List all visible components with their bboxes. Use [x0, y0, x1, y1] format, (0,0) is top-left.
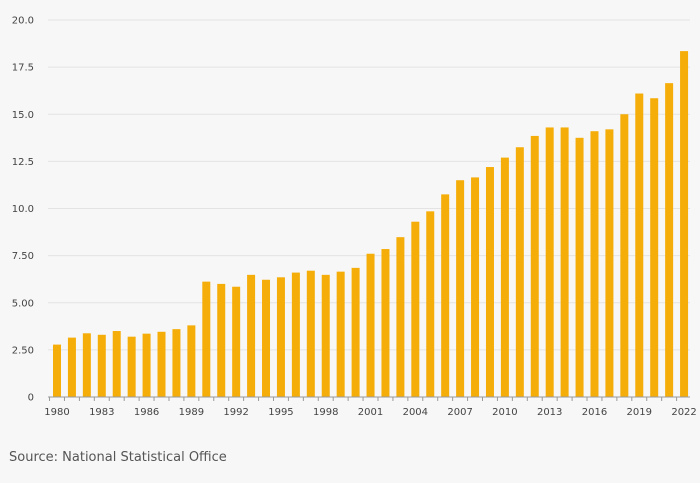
- bar-2012: [530, 135, 539, 398]
- bar-2022: [680, 51, 689, 397]
- bar-2009: [485, 167, 494, 397]
- x-tick-label: 1995: [268, 407, 293, 418]
- bar-2000: [351, 267, 360, 397]
- bar-1981: [67, 337, 76, 397]
- x-tick-label: 2007: [447, 407, 472, 418]
- bar-2014: [560, 127, 569, 397]
- bar-2001: [366, 253, 375, 397]
- source-note: Source: National Statistical Office: [9, 450, 227, 465]
- bar-1986: [142, 333, 151, 397]
- bar-1996: [291, 272, 300, 397]
- bar-1995: [276, 277, 285, 397]
- bar-2003: [396, 237, 405, 397]
- bar-2002: [381, 249, 390, 397]
- bar-2016: [590, 131, 599, 397]
- bar-2018: [620, 114, 629, 397]
- x-tick-label: 1986: [134, 407, 159, 418]
- bar-1983: [97, 334, 106, 397]
- bar-1992: [232, 286, 241, 397]
- x-tick-label: 1989: [179, 407, 204, 418]
- bar-1988: [172, 329, 181, 397]
- y-tick-label: 7.50: [12, 251, 34, 262]
- y-tick-label: 20.0: [12, 16, 34, 27]
- y-tick-label: 12.5: [12, 157, 34, 168]
- bar-2011: [515, 147, 524, 397]
- bar-1982: [82, 333, 91, 397]
- bar-1999: [336, 271, 345, 397]
- x-axis: [48, 396, 690, 401]
- y-tick-label: 17.5: [12, 63, 34, 74]
- x-tick-label: 1998: [313, 407, 338, 418]
- bar-2015: [575, 137, 584, 397]
- bar-2017: [605, 129, 614, 397]
- y-axis-labels: 0 2.50 5.00 7.50 10.0 12.5 15.0 17.5 20.0: [12, 16, 34, 404]
- x-tick-label: 2022: [671, 407, 696, 418]
- bar-1989: [187, 325, 196, 397]
- y-tick-label: 2.50: [12, 345, 34, 356]
- y-tick-label: 10.0: [12, 204, 34, 215]
- x-tick-label: 1992: [223, 407, 248, 418]
- bar-2013: [545, 127, 554, 397]
- x-tick-label: 2016: [582, 407, 607, 418]
- bar-1987: [157, 331, 166, 397]
- bar-1993: [247, 274, 256, 397]
- bar-2019: [635, 93, 644, 397]
- x-tick-label: 2013: [537, 407, 562, 418]
- bar-1994: [262, 279, 271, 397]
- x-tick-label: 2019: [627, 407, 652, 418]
- gridlines: [48, 19, 690, 398]
- bar-2004: [411, 221, 420, 397]
- bars: [53, 51, 689, 398]
- bar-1991: [217, 283, 226, 397]
- bar-1998: [321, 274, 330, 397]
- bar-2006: [441, 194, 450, 397]
- bar-1997: [306, 270, 315, 397]
- bar-1980: [53, 344, 61, 397]
- y-tick-label: 5.00: [12, 298, 34, 309]
- x-tick-label: 2004: [403, 407, 428, 418]
- x-axis-labels: 1980 1983 1986 1989 1992 1995 1998 2001 2004 2007…: [44, 407, 697, 418]
- bar-2010: [500, 157, 509, 397]
- x-tick-label: 1983: [89, 407, 114, 418]
- bar-1990: [202, 281, 211, 397]
- x-tick-label: 2001: [358, 407, 383, 418]
- y-tick-label: 15.0: [12, 110, 34, 121]
- y-tick-label: 0: [28, 393, 34, 404]
- bar-2020: [650, 98, 659, 397]
- bar-1985: [127, 336, 136, 397]
- x-tick-label: 2010: [492, 407, 517, 418]
- x-tick-label: 1980: [44, 407, 69, 418]
- bar-2007: [456, 180, 465, 397]
- bar-1984: [112, 331, 121, 397]
- bar-2008: [471, 177, 480, 397]
- bar-2021: [665, 83, 674, 398]
- bar-2005: [426, 211, 435, 397]
